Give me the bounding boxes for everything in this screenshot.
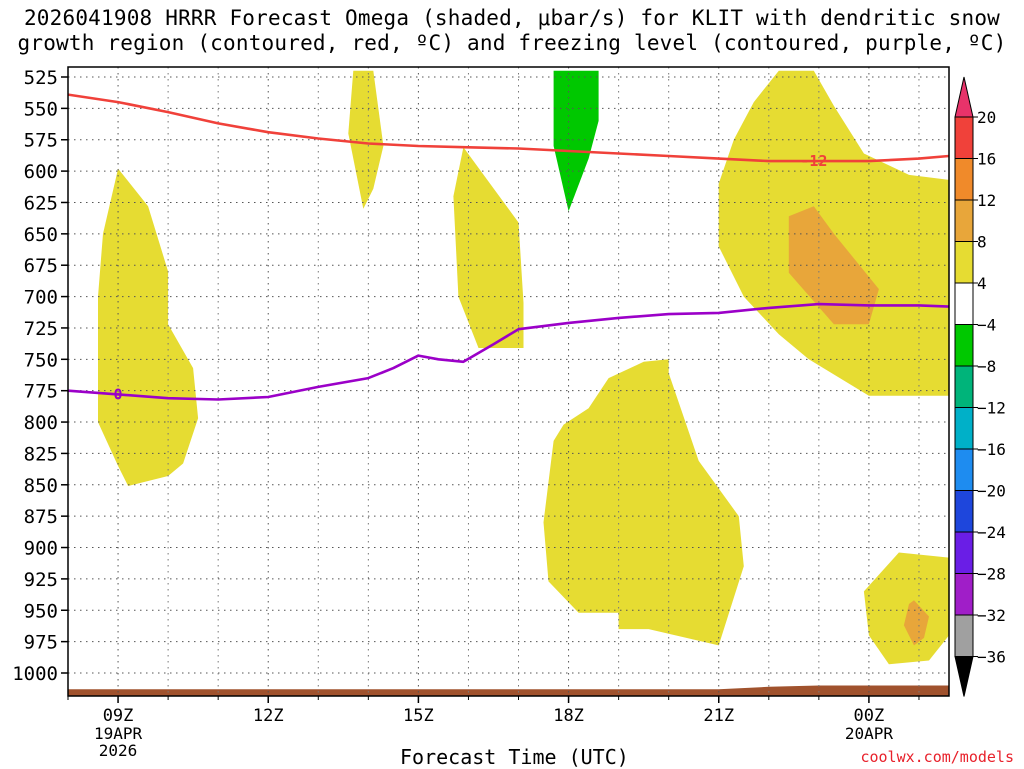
y-tick-label-675: 675: [24, 255, 58, 277]
credit-link[interactable]: coolwx.com/models: [860, 748, 1014, 766]
y-tick-label-525: 525: [24, 67, 58, 89]
omega-shaded-layer: [98, 70, 949, 665]
colorbar-band-6: [954, 324, 974, 367]
y-tick-label-725: 725: [24, 318, 58, 340]
y-tick-label-950: 950: [24, 600, 58, 622]
colorbar-label-7: −12: [977, 399, 1006, 418]
contour-label-0: 0: [114, 385, 123, 403]
colorbar-band-11: [954, 531, 974, 574]
y-tick-label-1000: 1000: [12, 663, 58, 685]
x-tick-label-21Z: 21Z: [703, 706, 734, 726]
omega-region-7: [543, 359, 744, 646]
y-tick-label-925: 925: [24, 569, 58, 591]
colorbar-label-9: −20: [977, 482, 1006, 501]
y-tick-label-775: 775: [24, 381, 58, 403]
y-tick-label-550: 550: [24, 98, 58, 120]
colorbar-band-8: [954, 407, 974, 450]
chart-title-line-2: growth region (contoured, red, ºC) and f…: [17, 31, 1007, 55]
chart-title-line-1: 2026041908 HRRR Forecast Omega (shaded, …: [23, 6, 1001, 30]
colorbar-band-3: [954, 199, 974, 242]
x-tick-label-12Z: 12Z: [253, 706, 284, 726]
colorbar-label-6: −8: [977, 357, 996, 376]
y-tick-label-600: 600: [24, 161, 58, 183]
y-axis: 525 550 575 600 625 650 675 700 725 750 775 800 825 8…: [12, 67, 68, 685]
x-tick-label-18Z: 18Z: [553, 706, 584, 726]
colorbar-label-10: −24: [977, 523, 1006, 542]
omega-region-6: [788, 206, 879, 325]
x-tick-label-09Z: 09Z: [103, 706, 134, 726]
colorbar-band-12: [954, 573, 974, 616]
colorbar-label-2: 12: [977, 191, 996, 210]
contour-line-0: [68, 302, 949, 401]
colorbar-bottom-arrow: [954, 656, 974, 697]
omega-region-4: [553, 70, 599, 212]
colorbar-band-10: [954, 490, 974, 533]
x-tick-sublabel: 20APR: [845, 724, 894, 743]
colorbar-label-8: −16: [977, 440, 1006, 459]
contour-line--12: [68, 93, 949, 163]
y-tick-label-750: 750: [24, 349, 58, 371]
y-tick-label-575: 575: [24, 130, 58, 152]
y-tick-label-850: 850: [24, 475, 58, 497]
y-tick-label-625: 625: [24, 192, 58, 214]
colorbar-band-4: [954, 241, 974, 284]
x-tick-label-15Z: 15Z: [403, 706, 434, 726]
ground-surface: [68, 685, 949, 696]
colorbar-label-1: 16: [977, 150, 996, 169]
colorbar-label-3: 8: [977, 233, 987, 252]
colorbar-top-arrow: [954, 76, 974, 118]
colorbar-band-5: [954, 282, 974, 325]
omega-region-8: [863, 552, 949, 665]
chart-title: 2026041908 HRRR Forecast Omega (shaded, …: [0, 6, 1024, 56]
x-tick-sublabel: 2026: [99, 741, 138, 760]
ground-layer: [68, 685, 949, 696]
omega-region-3: [453, 147, 524, 348]
omega-region-9: [903, 600, 929, 646]
x-tick-sublabel: 19APR: [94, 724, 143, 743]
colorbar-band-2: [954, 158, 974, 201]
y-tick-label-875: 875: [24, 506, 58, 528]
contour-layer: [68, 93, 949, 401]
y-tick-label-975: 975: [24, 632, 58, 654]
omega-region-5: [718, 70, 949, 396]
contour-labels: -12 0: [114, 152, 828, 403]
colorbar-label-4: 4: [977, 274, 987, 293]
colorbar-label-13: −36: [977, 648, 1006, 667]
omega-region-2: [348, 70, 384, 209]
colorbar-label-5: −4: [977, 316, 996, 335]
colorbar-band-7: [954, 365, 974, 408]
colorbar-band-1: [954, 116, 974, 159]
colorbar-label-12: −32: [977, 606, 1006, 625]
y-tick-label-900: 900: [24, 538, 58, 560]
colorbar-band-9: [954, 448, 974, 491]
plot-frame: [67, 66, 950, 697]
y-tick-label-650: 650: [24, 224, 58, 246]
colorbar-label-0: 20: [977, 108, 996, 127]
colorbar: 20 16 12 8 4 −4 −8 −12 −16 −20 −24 −28 −32 −36: [954, 76, 1006, 697]
omega-region-1: [98, 168, 199, 486]
y-tick-label-825: 825: [24, 443, 58, 465]
y-tick-label-800: 800: [24, 412, 58, 434]
x-tick-label-00Z: 00Z: [854, 706, 885, 726]
x-axis-title: Forecast Time (UTC): [400, 745, 629, 769]
colorbar-label-11: −28: [977, 565, 1006, 584]
colorbar-band-13: [954, 614, 974, 657]
contour-label--12: -12: [800, 152, 827, 170]
y-tick-label-700: 700: [24, 287, 58, 309]
